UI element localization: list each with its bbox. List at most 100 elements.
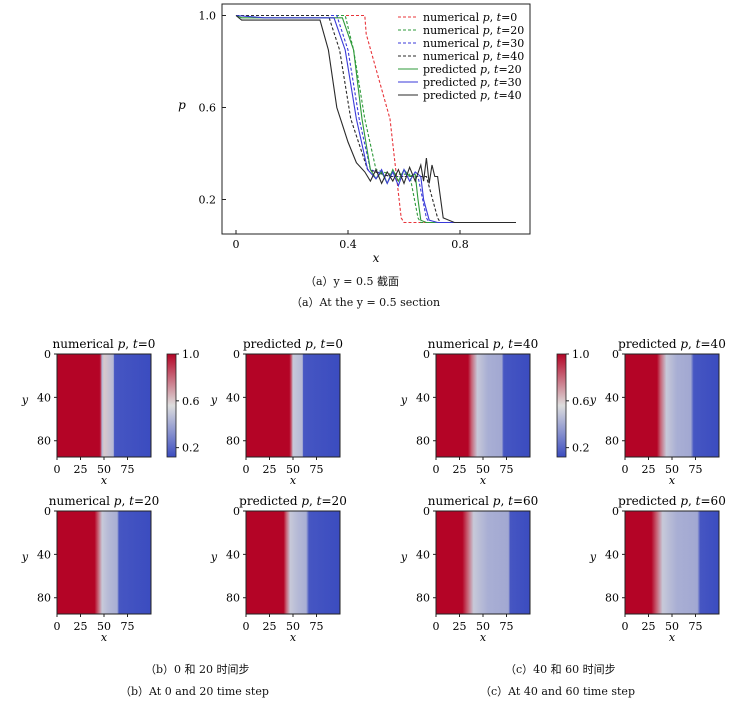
heatmap-title: numerical p, t=0 xyxy=(53,337,156,351)
x-tick-label: 0 xyxy=(433,463,440,476)
colorbar-tick-label: 1.0 xyxy=(182,348,200,361)
heatmap-image xyxy=(624,353,720,458)
x-tick-label: 75 xyxy=(121,620,135,633)
series-line xyxy=(236,14,516,224)
x-axis-label: x xyxy=(669,631,676,644)
x-tick-label: 0.4 xyxy=(339,238,357,251)
caption-c-cn: （c）40 和 60 时间步 xyxy=(505,663,616,676)
y-tick-label: 0 xyxy=(44,348,51,361)
y-tick-label: 0 xyxy=(612,348,619,361)
y-axis-label: p xyxy=(178,98,186,112)
x-axis-label: x xyxy=(669,474,676,487)
heatmap-image xyxy=(56,510,152,615)
x-tick-label: 0 xyxy=(54,463,61,476)
x-tick-label: 0 xyxy=(54,620,61,633)
x-tick-label: 25 xyxy=(74,463,88,476)
caption-a-cn: （a）y = 0.5 截面 xyxy=(305,275,399,288)
y-tick-label: 0 xyxy=(233,505,240,518)
heatmap-image xyxy=(624,510,720,615)
y-axis-label: y xyxy=(589,551,597,564)
x-axis-label: x xyxy=(480,474,487,487)
y-tick-label: 0 xyxy=(612,505,619,518)
y-tick-label: 0.2 xyxy=(199,194,217,207)
x-axis-label: x xyxy=(290,631,297,644)
legend-label: numerical p, t=40 xyxy=(423,50,524,63)
x-axis-label: x xyxy=(290,474,297,487)
heatmap-title: predicted p, t=20 xyxy=(239,494,347,508)
y-tick-label: 40 xyxy=(605,548,619,561)
x-tick-label: 50 xyxy=(665,463,679,476)
y-tick-label: 40 xyxy=(37,391,51,404)
x-tick-label: 50 xyxy=(97,620,111,633)
y-tick-label: 80 xyxy=(605,435,619,448)
x-axis-label: x xyxy=(480,631,487,644)
x-tick-label: 25 xyxy=(453,620,467,633)
heatmap-image xyxy=(435,510,531,615)
y-tick-label: 40 xyxy=(37,548,51,561)
series-line xyxy=(236,14,516,224)
y-tick-label: 80 xyxy=(226,435,240,448)
colorbar-tick-label: 0.6 xyxy=(182,395,200,408)
x-tick-label: 75 xyxy=(310,463,324,476)
y-axis-label: y xyxy=(589,394,597,407)
heatmap-image xyxy=(435,353,531,458)
x-tick-label: 25 xyxy=(642,620,656,633)
x-tick-label: 0 xyxy=(622,463,629,476)
series-line xyxy=(235,15,516,224)
x-tick-label: 50 xyxy=(476,463,490,476)
y-tick-label: 1.0 xyxy=(199,10,217,23)
y-axis-label: y xyxy=(210,394,218,407)
y-tick-label: 80 xyxy=(605,592,619,605)
y-tick-label: 80 xyxy=(416,592,430,605)
legend-label: numerical p, t=0 xyxy=(423,11,517,24)
heatmap-image xyxy=(56,353,152,458)
x-tick-label: 25 xyxy=(453,463,467,476)
y-tick-label: 0 xyxy=(44,505,51,518)
legend-label: predicted p, t=30 xyxy=(423,76,522,89)
x-tick-label: 75 xyxy=(689,620,703,633)
y-axis-label: y xyxy=(21,394,29,407)
y-tick-label: 40 xyxy=(416,548,430,561)
x-axis-label: x xyxy=(101,474,108,487)
x-tick-label: 75 xyxy=(121,463,135,476)
y-tick-label: 40 xyxy=(605,391,619,404)
y-tick-label: 40 xyxy=(226,548,240,561)
y-tick-label: 40 xyxy=(226,391,240,404)
heatmap-title: predicted p, t=40 xyxy=(618,337,726,351)
caption-a-en: （a）At the y = 0.5 section xyxy=(291,296,441,309)
y-axis-label: y xyxy=(400,551,408,564)
colorbar-tick-label: 0.6 xyxy=(572,395,590,408)
legend-label: numerical p, t=20 xyxy=(423,24,524,37)
x-tick-label: 0 xyxy=(243,463,250,476)
colorbar-tick-label: 1.0 xyxy=(572,348,590,361)
y-axis-label: y xyxy=(21,551,29,564)
caption-b-en: （b）At 0 and 20 time step xyxy=(120,685,269,698)
y-tick-label: 80 xyxy=(37,435,51,448)
x-tick-label: 25 xyxy=(263,620,277,633)
caption-b-cn: （b）0 和 20 时间步 xyxy=(145,663,250,676)
y-tick-label: 80 xyxy=(416,435,430,448)
heatmap-title: numerical p, t=20 xyxy=(49,494,160,508)
legend-label: numerical p, t=30 xyxy=(423,37,524,50)
series-line xyxy=(236,14,516,224)
y-axis-label: y xyxy=(210,551,218,564)
x-tick-label: 50 xyxy=(665,620,679,633)
x-tick-label: 75 xyxy=(500,620,514,633)
x-tick-label: 75 xyxy=(500,463,514,476)
x-tick-label: 25 xyxy=(642,463,656,476)
x-tick-label: 0 xyxy=(622,620,629,633)
heatmap-grid: numerical p, t=00 25 50 7504080xypredicted … xyxy=(21,337,726,644)
heatmap-title: predicted p, t=60 xyxy=(618,494,726,508)
heatmap-title: predicted p, t=0 xyxy=(243,337,343,351)
x-tick-label: 25 xyxy=(263,463,277,476)
x-tick-label: 25 xyxy=(74,620,88,633)
y-tick-label: 0 xyxy=(423,505,430,518)
x-tick-label: 50 xyxy=(476,620,490,633)
plot-frame xyxy=(221,3,531,235)
x-axis-label: x xyxy=(101,631,108,644)
y-tick-label: 0 xyxy=(233,348,240,361)
y-tick-label: 80 xyxy=(226,592,240,605)
y-tick-label: 80 xyxy=(37,592,51,605)
